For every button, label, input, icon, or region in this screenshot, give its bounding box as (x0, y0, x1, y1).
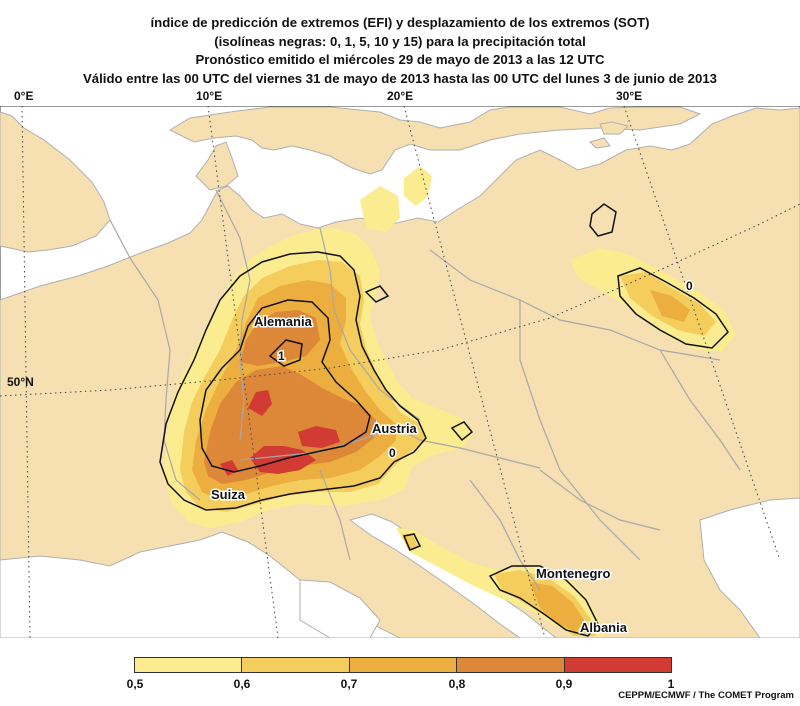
legend-tick-0-7: 0,7 (340, 677, 358, 691)
contour-label-1: 1 (278, 349, 285, 363)
label-albania: Albania (580, 620, 628, 635)
map-title: índice de predicción de extremos (EFI) y… (0, 14, 800, 88)
lat-label-50: 50°N (7, 375, 34, 389)
efi-band-0-9-b (298, 426, 340, 448)
lon-label-10: 10°E (196, 89, 223, 103)
parallel-50 (0, 203, 800, 397)
efi-band-0-8 (204, 366, 376, 484)
legend-tick-0-5: 0,5 (126, 677, 144, 691)
contour-1-inner (268, 339, 303, 367)
contour-small-adriatic (402, 533, 422, 551)
efi-band-0-5-poland (404, 166, 432, 206)
sea-tyrrhenian (299, 579, 381, 638)
lon-label-0: 0°E (14, 89, 34, 103)
contour-balkan (488, 565, 599, 637)
legend-colorbar (134, 657, 672, 673)
legend-swatch-0-6 (242, 658, 350, 672)
land-scandinavia (168, 106, 702, 175)
legend-swatch-0-7 (349, 658, 458, 672)
contour-small-north (364, 285, 390, 303)
contour-east-north (589, 203, 617, 237)
label-montenegro: Montenegro (536, 566, 610, 581)
contour-1 (199, 299, 371, 473)
efi-band-0-7-east (650, 290, 690, 322)
legend-tick-1: 1 (667, 677, 675, 691)
lon-label-30: 30°E (616, 89, 643, 103)
title-line-1: índice de predicción de extremos (EFI) y… (150, 15, 650, 30)
label-austria: Austria (372, 421, 418, 436)
land-baltic-islands (589, 121, 629, 149)
meridian-20 (403, 106, 546, 638)
meridian-30 (623, 106, 781, 561)
land-denmark (195, 141, 239, 191)
legend-tick-0-6: 0,6 (233, 677, 251, 691)
efi-band-0-5-north (360, 186, 400, 232)
legend-swatch-0-8 (457, 658, 565, 672)
contour-label-0-east: 0 (686, 279, 693, 293)
legend-tick-0-8: 0,8 (448, 677, 466, 691)
graticule (0, 106, 800, 638)
country-borders (109, 189, 741, 591)
sea-black (699, 497, 800, 638)
efi-map: 1 0 0 Alemania Austria Suiza Montenegro … (0, 106, 800, 638)
contour-lines (159, 203, 729, 637)
efi-band-0-6-small (402, 534, 418, 550)
meridian-0 (21, 106, 31, 638)
contour-east (617, 267, 729, 349)
contour-small-austria (450, 421, 474, 442)
title-line-2: (isolíneas negras: 0, 1, 5, 10 y 15) par… (214, 33, 586, 49)
label-suiza: Suiza (211, 487, 246, 502)
efi-band-0-8-upper (240, 310, 320, 366)
title-line-4: Válido entre las 00 UTC del viernes 31 d… (83, 70, 717, 86)
contour-label-0-austria: 0 (389, 446, 396, 460)
title-line-3: Pronóstico emitido el miércoles 29 de ma… (195, 52, 605, 67)
legend-swatch-0-5 (135, 658, 243, 672)
lon-label-20: 20°E (387, 89, 414, 103)
credit-text: CEPPM/ECMWF / The COMET Program (618, 690, 794, 701)
efi-band-0-9-a (248, 390, 272, 416)
legend-swatch-0-9 (564, 658, 672, 672)
legend-tick-0-9: 0,9 (555, 677, 573, 691)
efi-band-0-7-balkan (530, 582, 584, 632)
label-alemania: Alemania (254, 314, 313, 329)
contour-0-main (159, 251, 427, 511)
